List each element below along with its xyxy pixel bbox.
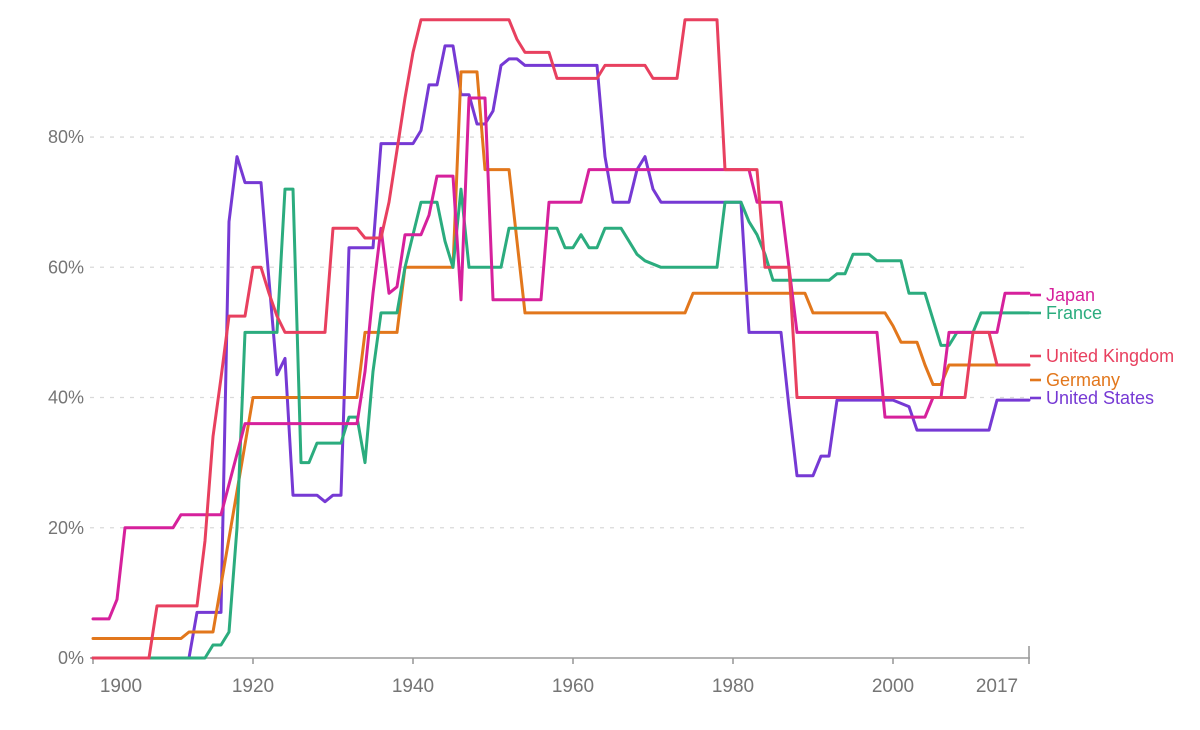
x-axis-label-2000: 2000 [872, 676, 914, 697]
legend-label-united-states: United States [1046, 388, 1154, 408]
y-axis-label-40: 40% [48, 388, 84, 408]
x-axis-label-1960: 1960 [552, 676, 594, 697]
y-axis-label-0: 0% [58, 648, 84, 668]
y-axis-label-60: 60% [48, 257, 84, 277]
legend-label-france: France [1046, 303, 1102, 323]
series-line-united-kingdom [91, 18, 1031, 660]
series-line-france [91, 187, 1031, 660]
x-axis-label-1920: 1920 [232, 676, 274, 697]
y-axis-label-20: 20% [48, 518, 84, 538]
series-line-japan [91, 96, 1031, 621]
series-line-germany [91, 70, 1031, 640]
x-axis-label-1940: 1940 [392, 676, 434, 697]
x-axis-label-2017: 2017 [976, 676, 1018, 697]
y-axis-label-80: 80% [48, 127, 84, 147]
legend-label-united-kingdom: United Kingdom [1046, 346, 1174, 366]
legend-label-germany: Germany [1046, 370, 1120, 390]
x-axis-label-1980: 1980 [712, 676, 754, 697]
legend-label-japan: Japan [1046, 285, 1095, 305]
x-axis-label-1900: 1900 [100, 676, 142, 697]
